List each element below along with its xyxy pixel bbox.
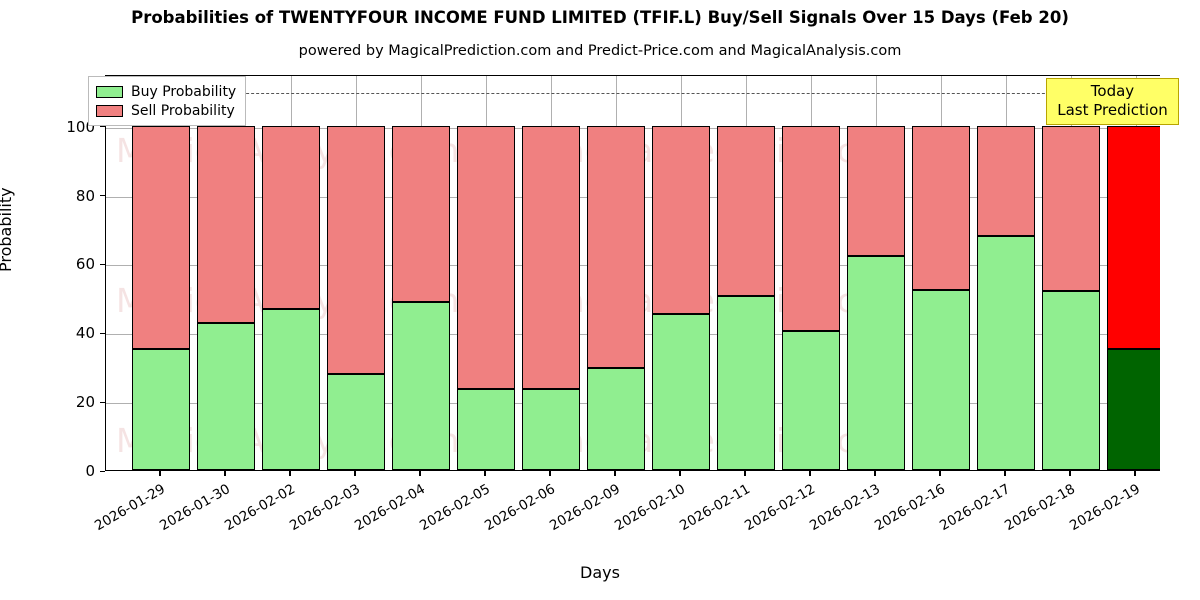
x-axis-tick-mark xyxy=(809,471,811,476)
bar[interactable] xyxy=(587,76,646,470)
y-axis-tick-label: 0 xyxy=(85,462,95,480)
legend-item-sell[interactable]: Sell Probability xyxy=(96,101,236,120)
legend-swatch-sell-icon xyxy=(96,104,123,117)
y-axis-label: Probability xyxy=(0,187,15,272)
bar-segment-sell xyxy=(1042,125,1101,292)
y-axis-tick-mark xyxy=(100,263,105,266)
y-axis-tick-label: 80 xyxy=(75,186,95,205)
x-axis-tick-mark xyxy=(549,471,551,476)
x-axis-label: Days xyxy=(580,563,620,582)
plot-area: MagicalAnalysis.comMagicalPrediction.com… xyxy=(105,75,1160,471)
x-axis-tick-mark xyxy=(419,471,421,476)
bar[interactable] xyxy=(652,76,711,470)
x-axis-tick-mark xyxy=(224,471,226,476)
bar-segment-sell xyxy=(327,125,386,374)
x-axis-tick-mark xyxy=(159,471,161,476)
bar-segment-sell xyxy=(782,125,841,331)
bar[interactable] xyxy=(912,76,971,470)
today-annotation-line1: Today xyxy=(1090,82,1135,100)
legend-label-buy: Buy Probability xyxy=(131,83,237,100)
bar-segment-sell xyxy=(652,125,711,314)
bar-segment-sell xyxy=(847,125,906,257)
x-axis-tick-mark xyxy=(1004,471,1006,476)
chart-subtitle: powered by MagicalPrediction.com and Pre… xyxy=(298,43,902,59)
bar[interactable] xyxy=(522,76,581,470)
bar[interactable] xyxy=(132,76,191,470)
legend-label-sell: Sell Probability xyxy=(131,102,235,119)
bar[interactable] xyxy=(977,76,1036,470)
bar-segment-buy xyxy=(847,256,906,470)
x-axis-tick-mark xyxy=(1069,471,1071,476)
bar[interactable] xyxy=(847,76,906,470)
today-annotation-line2: Last Prediction xyxy=(1057,100,1168,119)
x-axis-tick-mark xyxy=(1134,471,1136,476)
bar-segment-buy xyxy=(652,313,711,470)
bar[interactable] xyxy=(717,76,776,470)
bar-segment-sell xyxy=(522,125,581,389)
bar-segment-sell xyxy=(1107,125,1160,349)
y-axis-tick-label: 40 xyxy=(75,324,95,343)
bar-segment-sell xyxy=(587,125,646,368)
bar-segment-buy xyxy=(782,330,841,470)
bar-segment-buy xyxy=(587,367,646,470)
bar-segment-buy xyxy=(327,373,386,470)
x-axis-tick-mark xyxy=(354,471,356,476)
bar[interactable] xyxy=(262,76,321,470)
bar-segment-buy xyxy=(977,235,1036,470)
y-axis-tick-mark xyxy=(100,470,105,472)
bar-today[interactable] xyxy=(1107,76,1160,470)
y-axis-tick-mark xyxy=(100,401,105,403)
bar-segment-buy xyxy=(1107,348,1160,470)
y-axis-tick-label: 60 xyxy=(75,255,95,274)
bar[interactable] xyxy=(392,76,451,470)
y-axis-tick-mark xyxy=(100,195,105,197)
bar-segment-buy xyxy=(262,308,321,470)
bar-segment-buy xyxy=(1042,291,1101,470)
bar-segment-buy xyxy=(912,289,971,470)
legend-item-buy[interactable]: Buy Probability xyxy=(96,82,236,101)
bar-segment-sell xyxy=(977,125,1036,236)
bar-segment-buy xyxy=(717,296,776,470)
bar[interactable] xyxy=(327,76,386,470)
x-axis-tick-mark xyxy=(614,471,616,476)
bar[interactable] xyxy=(457,76,516,470)
bar-segment-sell xyxy=(457,125,516,390)
x-axis-tick-mark xyxy=(744,471,746,476)
x-axis-tick-mark xyxy=(939,471,941,476)
bar-segment-sell xyxy=(197,125,256,324)
plot-inner: MagicalAnalysis.comMagicalPrediction.com… xyxy=(106,76,1160,470)
bar-segment-sell xyxy=(132,125,191,349)
bar-segment-buy xyxy=(522,388,581,470)
today-annotation: Today Last Prediction xyxy=(1046,78,1179,125)
x-axis-tick-mark xyxy=(289,471,291,476)
y-axis-tick-mark xyxy=(100,126,105,128)
legend-swatch-buy-icon xyxy=(96,85,123,98)
bar-segment-buy xyxy=(457,389,516,470)
x-axis-tick-mark xyxy=(484,471,486,476)
x-axis-tick-mark xyxy=(679,471,681,476)
bar[interactable] xyxy=(1042,76,1101,470)
y-axis-tick-label: 20 xyxy=(75,393,95,412)
y-axis-tick-mark xyxy=(100,332,105,335)
bar[interactable] xyxy=(197,76,256,470)
y-axis-tick-label: 100 xyxy=(66,117,95,136)
bar-segment-sell xyxy=(262,125,321,309)
reference-line xyxy=(106,93,1160,95)
bar-segment-sell xyxy=(717,125,776,297)
legend: Buy Probability Sell Probability xyxy=(88,76,247,126)
chart-title: Probabilities of TWENTYFOUR INCOME FUND … xyxy=(131,8,1069,27)
bar-segment-buy xyxy=(132,348,191,470)
bar-segment-buy xyxy=(392,301,451,470)
bar-segment-sell xyxy=(392,125,451,302)
x-axis-tick-mark xyxy=(874,471,876,476)
bar-segment-sell xyxy=(912,125,971,290)
bar-segment-buy xyxy=(197,323,256,470)
bar[interactable] xyxy=(782,76,841,470)
